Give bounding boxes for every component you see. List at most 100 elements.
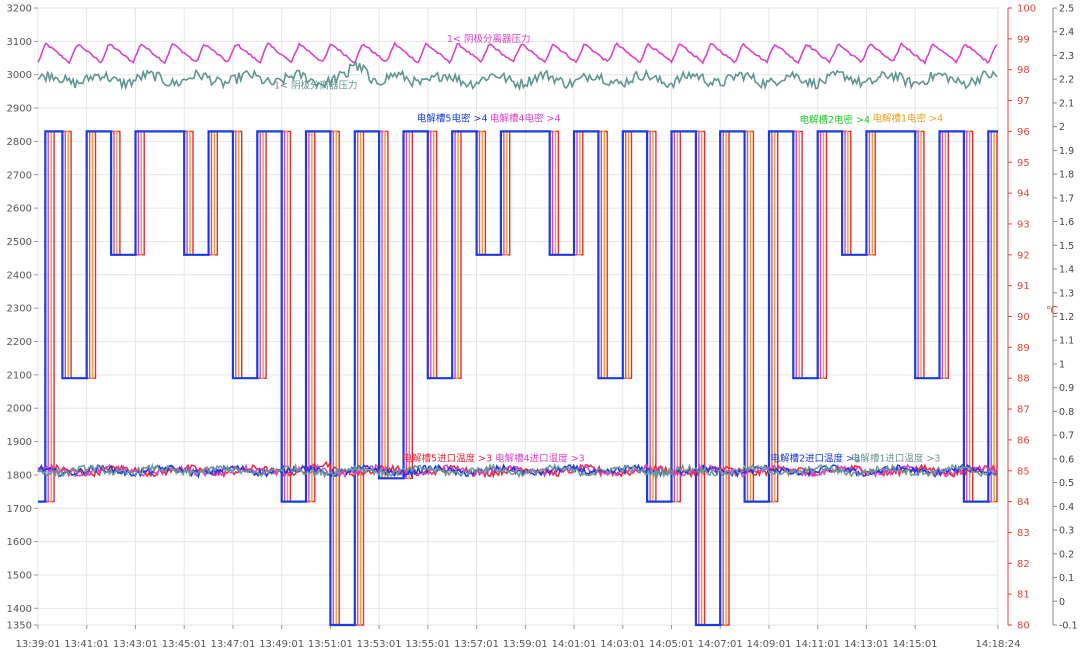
- series-annotation: 电解槽2进口温度 >3: [770, 453, 860, 465]
- temp-tick-label: 90: [1017, 312, 1030, 323]
- left-tick-label: 2500: [7, 237, 32, 248]
- x-tick-label: 14:18:24: [976, 639, 1021, 650]
- x-tick-label: 13:59:01: [503, 639, 548, 650]
- x-tick-label: 13:43:01: [113, 639, 158, 650]
- series-annotation: 1< 阴极分离器压力: [274, 80, 358, 92]
- x-tick-label: 14:15:01: [893, 639, 938, 650]
- left-tick-label: 1700: [7, 504, 32, 515]
- temp-tick-label: 91: [1017, 281, 1030, 292]
- left-tick-label: 3100: [7, 37, 32, 48]
- inlet-temperature-line: [37, 462, 997, 479]
- pressure-tick-label: 1: [1059, 359, 1065, 370]
- right-pressure-axis: -0.1 0 0.1 0.2 0.3 0.4 0.5 0.6 0.7 0.8 0.9 1 1.1 1.2 1…: [1052, 4, 1078, 632]
- x-tick-label: 14:07:01: [698, 639, 743, 650]
- x-tick-label: 14:09:01: [747, 639, 792, 650]
- series-annotation: 电解槽5电密 >4: [417, 112, 488, 124]
- temp-tick-label: 82: [1017, 559, 1030, 570]
- temp-tick-label: 89: [1017, 343, 1030, 354]
- pressure-tick-label: 0: [1059, 597, 1065, 608]
- x-tick-label: 13:57:01: [454, 639, 499, 650]
- temp-tick-label: 100: [1017, 4, 1036, 15]
- left-tick-label: 2900: [7, 104, 32, 115]
- pressure-tick-label: 0.7: [1059, 431, 1074, 442]
- x-tick-label: 13:39:01: [16, 639, 61, 650]
- left-tick-label: 2600: [7, 204, 32, 215]
- pressure-tick-label: 2.2: [1059, 75, 1074, 86]
- series-layer: [37, 41, 998, 627]
- left-tick-label: 2200: [7, 337, 32, 348]
- temp-tick-label: 87: [1017, 405, 1030, 416]
- grid: [37, 7, 999, 626]
- pressure-tick-label: 1.3: [1059, 288, 1074, 299]
- cathode-separator-pressure-line-2: [37, 59, 998, 92]
- right-temp-axis: 80 81 82 83 84 85 86 87 88 89 90 91 92 93 94 95 96 97 98 99…: [1007, 4, 1036, 632]
- left-tick-label: 1800: [7, 470, 32, 481]
- series-annotation: 电解槽5进口温度 >3: [403, 453, 493, 465]
- left-tick-label: 1900: [7, 437, 32, 448]
- left-tick-label: 2800: [7, 137, 32, 148]
- x-tick-label: 14:03:01: [600, 639, 645, 650]
- temp-tick-label: 88: [1017, 374, 1030, 385]
- pressure-tick-label: 2.4: [1059, 27, 1074, 38]
- pressure-tick-label: 2.1: [1059, 98, 1074, 109]
- x-tick-label: 14:13:01: [844, 639, 889, 650]
- pressure-tick-label: 1.5: [1059, 241, 1074, 252]
- temp-tick-label: 83: [1017, 528, 1030, 539]
- x-tick-label: 13:53:01: [357, 639, 402, 650]
- x-tick-label: 13:55:01: [405, 639, 450, 650]
- pressure-tick-label: 1.2: [1059, 312, 1074, 323]
- x-axis: 13:39:01 13:41:01 13:43:01 13:45:01 13:47:01…: [16, 625, 1021, 650]
- pressure-tick-label: 0.6: [1059, 454, 1074, 465]
- series-annotation: 电解槽4电密 >4: [490, 112, 561, 124]
- left-tick-label: 3000: [7, 70, 32, 81]
- temp-tick-label: 81: [1017, 590, 1030, 601]
- pressure-tick-label: 0.5: [1059, 478, 1074, 489]
- pressure-tick-label: 0.8: [1059, 407, 1074, 418]
- temp-tick-label: 95: [1017, 158, 1030, 169]
- x-tick-label: 13:41:01: [64, 639, 109, 650]
- pressure-tick-label: 2.5: [1059, 4, 1074, 15]
- left-tick-label: 1600: [7, 537, 32, 548]
- left-tick-label: 1350: [7, 621, 32, 632]
- temp-tick-label: 93: [1017, 219, 1030, 230]
- series-annotation: 电解槽1进口温度 >3: [851, 453, 941, 465]
- temp-tick-label: 99: [1017, 34, 1030, 45]
- pressure-tick-label: 1.7: [1059, 193, 1074, 204]
- pressure-tick-label: 0.2: [1059, 549, 1074, 560]
- pressure-tick-label: 1.1: [1059, 336, 1074, 347]
- series-annotation: 电解槽4进口温度 >3: [495, 453, 585, 465]
- left-tick-label: 2700: [7, 170, 32, 181]
- pressure-tick-label: 0.3: [1059, 526, 1074, 537]
- pressure-tick-label: 1.8: [1059, 170, 1074, 181]
- temp-tick-label: 97: [1017, 96, 1030, 107]
- temp-tick-label: 98: [1017, 65, 1030, 76]
- left-tick-label: 2100: [7, 370, 32, 381]
- pressure-tick-label: 1.4: [1059, 265, 1074, 276]
- x-tick-label: 14:01:01: [552, 639, 597, 650]
- x-tick-label: 13:49:01: [259, 639, 304, 650]
- pressure-tick-label: 0.1: [1059, 573, 1074, 584]
- plot-frame: [37, 7, 999, 626]
- x-tick-label: 14:05:01: [649, 639, 694, 650]
- temp-tick-label: 92: [1017, 250, 1030, 261]
- pressure-tick-label: -0.1: [1059, 621, 1078, 632]
- pressure-tick-label: 0.4: [1059, 502, 1074, 513]
- left-tick-label: 2300: [7, 304, 32, 315]
- series-annotation: 电解槽2电密 >4: [799, 114, 870, 126]
- pressure-tick-label: 2.3: [1059, 51, 1074, 62]
- left-tick-label: 1500: [7, 570, 32, 581]
- pressure-tick-label: 0.9: [1059, 383, 1074, 394]
- cathode-separator-pressure-line: [37, 41, 998, 65]
- series-annotation: 电解槽1电密 >4: [873, 112, 944, 124]
- x-tick-label: 13:45:01: [162, 639, 207, 650]
- left-tick-label: 2400: [7, 270, 32, 281]
- x-tick-label: 13:51:01: [308, 639, 353, 650]
- temp-tick-label: 94: [1017, 189, 1030, 200]
- pressure-tick-label: 1.9: [1059, 146, 1074, 157]
- temp-tick-label: 86: [1017, 435, 1030, 446]
- left-tick-label: 1400: [7, 604, 32, 615]
- left-tick-label: 3200: [7, 4, 32, 15]
